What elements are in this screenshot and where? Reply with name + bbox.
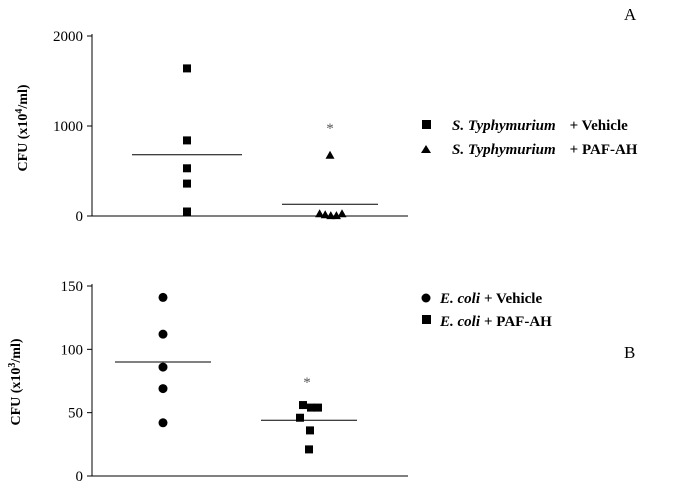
legend-b-vehicle-circle-marker — [421, 293, 431, 303]
panel-b-series-1-point — [158, 362, 168, 372]
panel-a-series-1-point — [183, 64, 191, 73]
panel-a-significance-asterisk: * — [326, 121, 334, 137]
panel-a-series-1-point — [183, 207, 191, 216]
panel-b-series-1-point — [158, 292, 168, 302]
panel-a: CFU (x104/ml) A 0 1000 2000 * S. Typhymuriu… — [14, 5, 638, 225]
panel-b-series-2-point — [314, 403, 322, 412]
panel-a-series-1-point — [183, 136, 191, 145]
panel-b-y-tick-label: 100 — [61, 342, 84, 358]
panel-b-series-2-point — [306, 426, 314, 435]
panel-b-series-1-point — [158, 384, 168, 394]
panel-b-series-2-point — [307, 403, 315, 412]
legend-b-pafah-label: E. coli + PAF-AH — [439, 314, 552, 330]
panel-a-y-tick-label: 0 — [76, 209, 84, 225]
panel-a-series-1-point — [183, 179, 191, 188]
panel-b-series-2-point — [305, 445, 313, 454]
legend-b-pafah-square-marker — [422, 315, 431, 324]
legend-a-pafah-triangle-marker — [421, 145, 431, 153]
panel-b-series-2-point — [296, 413, 304, 422]
panel-b-y-tick-label: 50 — [68, 406, 83, 422]
panel-a-series-2-point — [325, 150, 335, 159]
panel-b-letter: B — [624, 343, 635, 362]
panel-a-plot: 0 1000 2000 * — [53, 29, 408, 225]
panel-b-plot: 0 50 100 150 * — [61, 279, 408, 485]
panel-a-y-tick-label: 1000 — [53, 119, 83, 135]
panel-b-series-1-point — [158, 329, 168, 339]
panel-b-series-1-point — [158, 418, 168, 428]
legend-b-vehicle-label: E. coli + Vehicle — [439, 291, 542, 307]
panel-b-significance-asterisk: * — [303, 375, 311, 391]
panel-b-y-axis-label: CFU (x103/ml) — [7, 338, 24, 425]
panel-b-y-tick-label: 150 — [61, 279, 84, 295]
panel-b-y-tick-label: 0 — [76, 469, 84, 485]
panel-a-series-2-point — [315, 209, 325, 218]
panel-b-series-2-point — [299, 401, 307, 410]
panel-a-letter: A — [624, 5, 637, 24]
legend-a-vehicle-label: S. Typhymurium + Vehicle — [452, 118, 628, 134]
legend-a-pafah-label: S. Typhymurium + PAF-AH — [452, 142, 638, 158]
panel-a-series-2-point — [337, 209, 347, 218]
panel-a-legend: S. Typhymurium + Vehicle S. Typhymurium + … — [421, 118, 638, 158]
panel-a-series-1-point — [183, 164, 191, 173]
panel-a-series-2-point — [320, 210, 330, 219]
panel-b: CFU (x103/ml) B 0 50 100 150 * E. coli + Vehi… — [7, 279, 635, 485]
panel-b-legend: E. coli + Vehicle E. coli + PAF-AH — [421, 291, 552, 330]
legend-a-vehicle-square-marker — [422, 120, 431, 129]
panel-a-y-tick-label: 2000 — [53, 29, 83, 45]
panel-a-y-axis-label: CFU (x104/ml) — [14, 84, 31, 171]
